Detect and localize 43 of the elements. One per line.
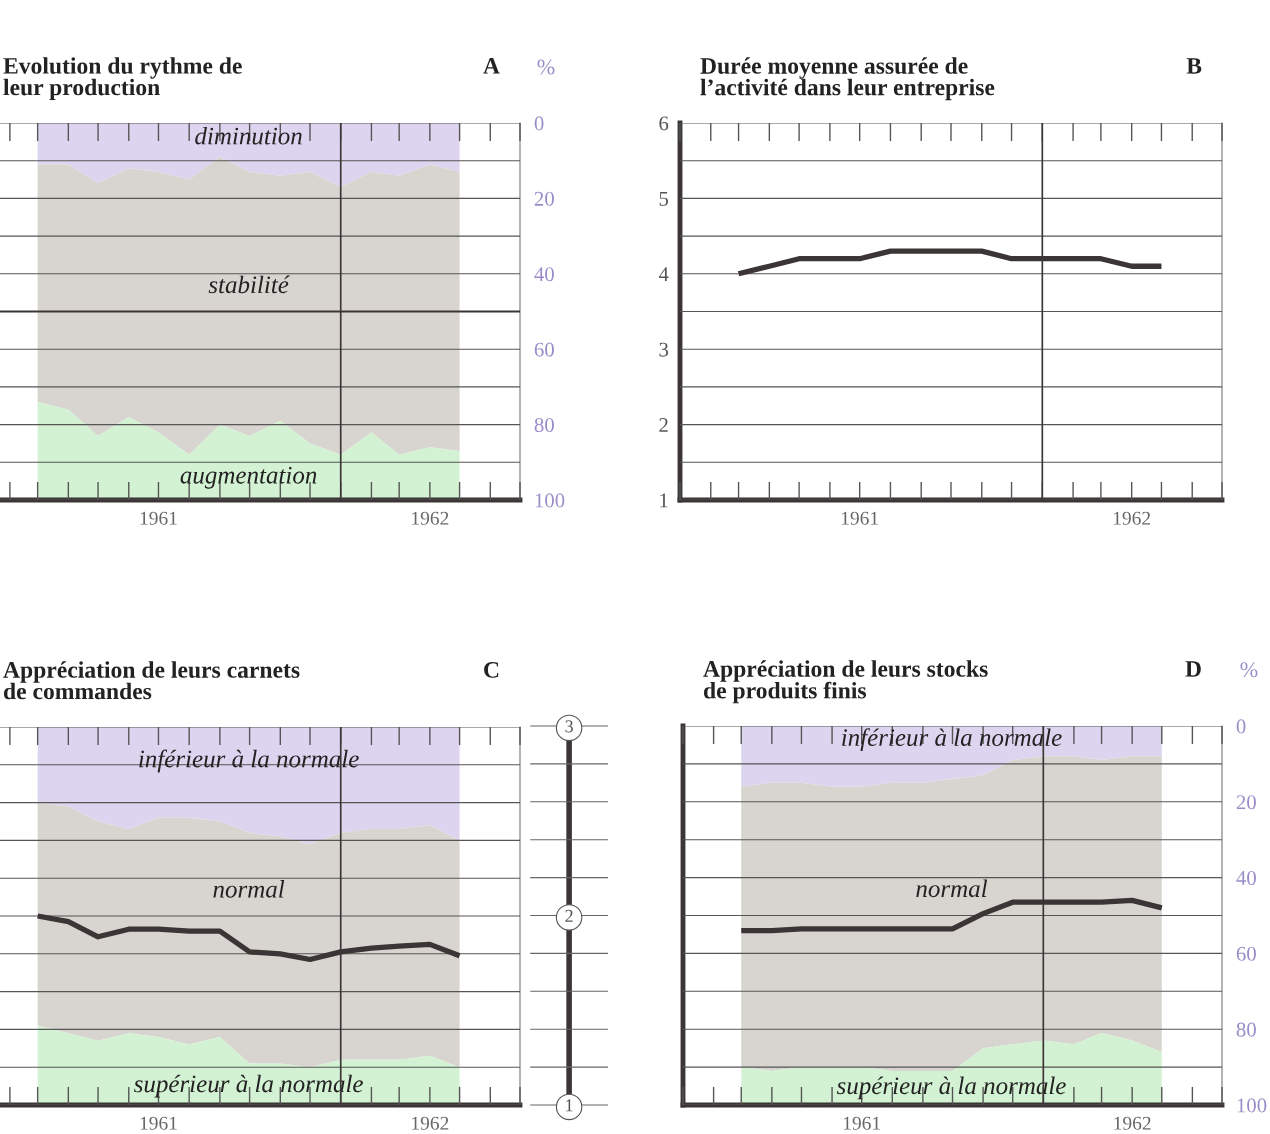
y-tick-label: 2	[659, 418, 668, 432]
text: B	[1186, 58, 1202, 74]
y-tick-label: 1	[660, 493, 668, 508]
y-tick-label: 40	[1236, 870, 1256, 886]
y-tick-label: 4	[658, 267, 669, 282]
x-tick-label: 1961	[140, 511, 177, 525]
y-tick-label: 100	[1237, 1098, 1267, 1113]
y-tick-label: 6	[659, 116, 669, 131]
y-tick-label: 60	[534, 342, 554, 357]
series-label: stabilité	[208, 275, 290, 294]
y2-tick-label: 2	[565, 909, 573, 922]
series-label: augmentation	[180, 466, 317, 489]
chart-title: Appréciation de leurs carnets de commandes	[3, 661, 300, 700]
x-tick-label: 1961	[841, 511, 878, 525]
y2-tick-label: 1	[566, 1099, 573, 1112]
y-tick-label: 0	[534, 116, 544, 131]
chart-title: Evolution du rythme de leur production	[3, 57, 242, 101]
x-tick-label: 1962	[1114, 1116, 1151, 1130]
y-tick-label: 3	[659, 342, 669, 357]
y-axis-title: %	[537, 59, 555, 75]
x-tick-label: 1962	[1113, 511, 1151, 525]
y-tick-label: 20	[1236, 795, 1256, 810]
text: C	[484, 661, 499, 678]
y-tick-label: 100	[535, 493, 565, 508]
series-label: normal	[213, 880, 285, 898]
x-tick-label: 1961	[140, 1116, 177, 1130]
y-tick-label: 20	[534, 191, 554, 206]
x-tick-label: 1962	[412, 1116, 449, 1130]
y-tick-label: 80	[534, 417, 554, 433]
y-tick-label: 80	[1236, 1022, 1256, 1037]
text: D	[1185, 661, 1201, 677]
y-tick-label: 60	[1236, 946, 1256, 961]
y-tick-label: 40	[534, 267, 554, 282]
x-tick-label: 1962	[412, 511, 449, 525]
y-tick-label: 0	[1236, 719, 1246, 734]
y2-tick-label: 3	[565, 720, 573, 733]
text: A	[483, 58, 500, 74]
y-tick-label: 5	[659, 191, 669, 206]
y-axis-title: %	[1240, 662, 1258, 678]
chart-title: Appréciation de leurs stocks de produits finis	[703, 660, 988, 704]
x-tick-label: 1961	[843, 1116, 880, 1130]
chart-title: Durée moyenne assurée de l’activité dans leur entreprise	[700, 57, 995, 101]
series-label: normal	[916, 879, 988, 898]
